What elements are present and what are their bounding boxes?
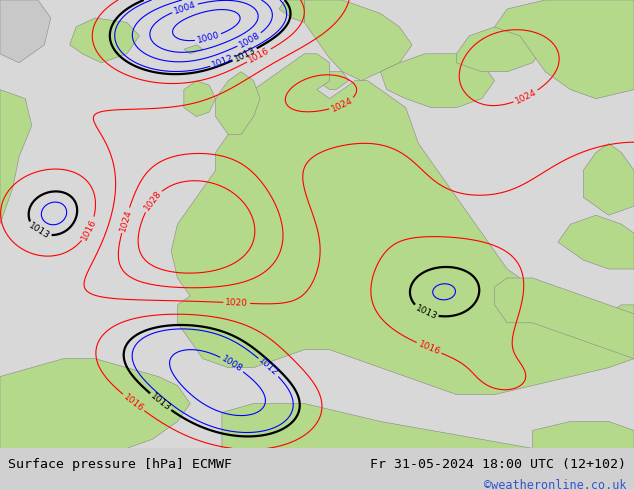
Polygon shape	[0, 0, 51, 63]
Text: Fr 31-05-2024 18:00 UTC (12+102): Fr 31-05-2024 18:00 UTC (12+102)	[370, 458, 626, 471]
Polygon shape	[495, 278, 634, 359]
Text: Surface pressure [hPa] ECMWF: Surface pressure [hPa] ECMWF	[8, 458, 231, 471]
Polygon shape	[171, 54, 634, 394]
Polygon shape	[0, 359, 190, 448]
Text: 1016: 1016	[122, 392, 145, 413]
Polygon shape	[380, 54, 495, 108]
Polygon shape	[583, 144, 634, 215]
Text: 1024: 1024	[514, 88, 538, 106]
Text: 1000: 1000	[196, 31, 221, 45]
Polygon shape	[317, 72, 349, 90]
Polygon shape	[184, 81, 216, 117]
Text: 1024: 1024	[330, 96, 354, 113]
Text: 1008: 1008	[220, 354, 244, 374]
Text: 1016: 1016	[80, 217, 98, 242]
Text: 1016: 1016	[417, 340, 441, 357]
Polygon shape	[184, 45, 203, 54]
Polygon shape	[279, 0, 304, 23]
Text: 1012: 1012	[210, 53, 235, 70]
Polygon shape	[558, 215, 634, 269]
Polygon shape	[495, 0, 634, 98]
Text: 1020: 1020	[225, 298, 249, 308]
Polygon shape	[222, 404, 533, 448]
Polygon shape	[216, 72, 260, 135]
Text: 1004: 1004	[172, 0, 197, 16]
Text: 1012: 1012	[257, 356, 280, 378]
Text: 1013: 1013	[233, 46, 257, 64]
Polygon shape	[456, 27, 545, 72]
Polygon shape	[70, 18, 139, 63]
Text: 1024: 1024	[118, 208, 133, 232]
Polygon shape	[533, 421, 634, 448]
Text: 1013: 1013	[413, 303, 438, 321]
Text: 1013: 1013	[27, 221, 51, 242]
Polygon shape	[304, 0, 412, 81]
Polygon shape	[0, 90, 32, 224]
Text: 1016: 1016	[247, 46, 271, 65]
Text: 1008: 1008	[237, 30, 262, 49]
Text: 1013: 1013	[149, 392, 172, 413]
Text: ©weatheronline.co.uk: ©weatheronline.co.uk	[484, 479, 626, 490]
Text: 1028: 1028	[142, 189, 163, 213]
